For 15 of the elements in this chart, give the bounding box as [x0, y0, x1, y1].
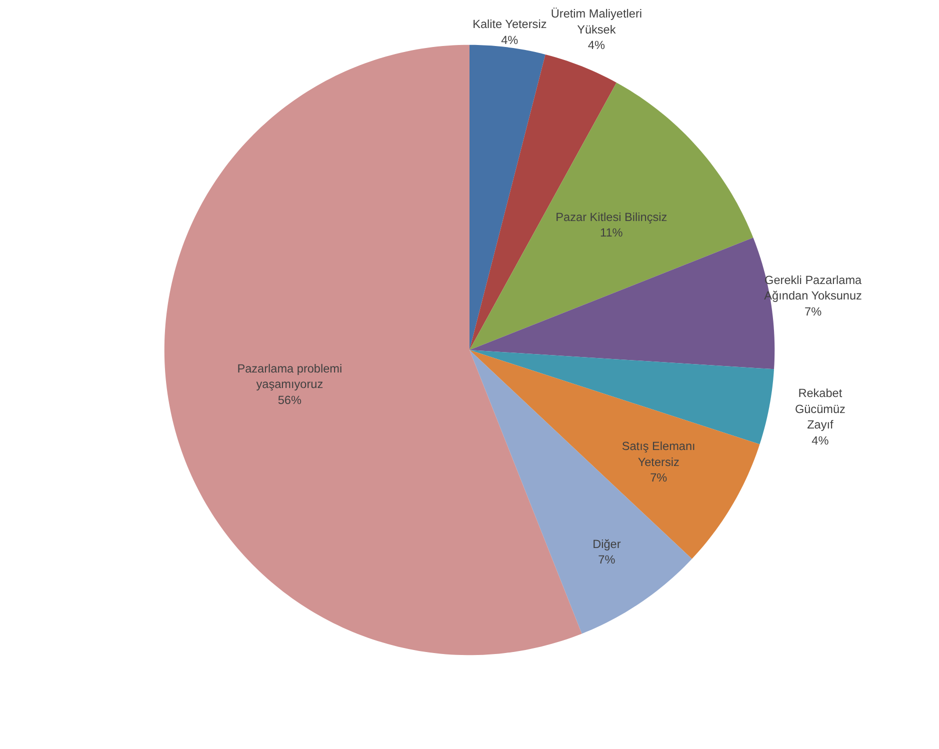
slice-label: Diğer — [592, 536, 621, 551]
slice-label: Rekabet Gücümüz Zayıf — [794, 386, 846, 432]
slice-label: Üretim Maliyetleri Yüksek — [550, 6, 642, 36]
data-label: 7% — [598, 552, 616, 567]
data-label: 56% — [278, 392, 302, 407]
slice-label: Pazarlama problemi yaşamıyoruz — [237, 361, 342, 392]
data-label: 7% — [804, 304, 822, 318]
data-label: 11% — [600, 226, 624, 240]
data-label: 4% — [501, 32, 519, 47]
data-label: 7% — [650, 470, 668, 485]
slice-label: Kalite Yetersiz — [472, 17, 547, 32]
slice-label: Satış Elemanı Yetersiz — [622, 439, 696, 469]
slice-label: Pazar Kitlesi Bilinçsiz — [556, 210, 668, 224]
data-label: 4% — [588, 38, 606, 52]
data-label: 4% — [812, 433, 830, 448]
